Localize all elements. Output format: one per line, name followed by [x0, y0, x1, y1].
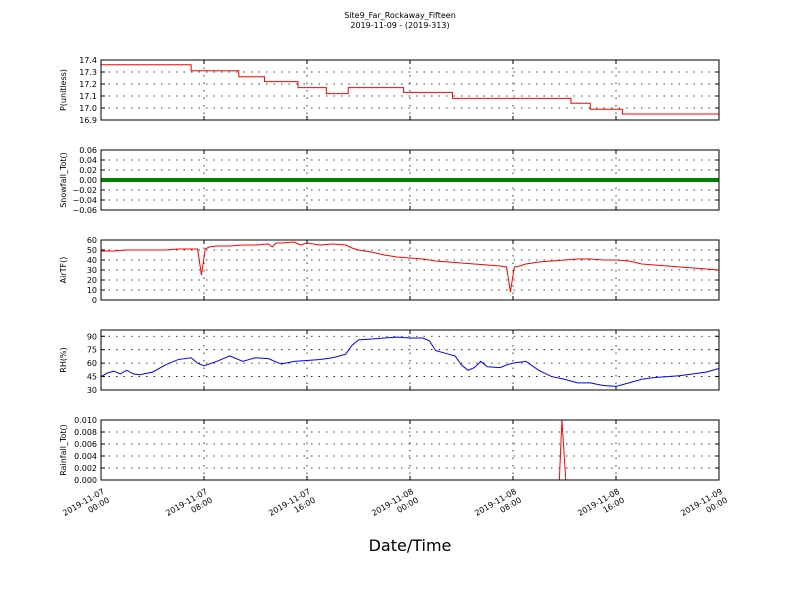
chart-title-line2: 2019-11-09 - (2019-313) — [350, 21, 449, 30]
x-tick-label: 2019-11-0700:00 — [61, 487, 111, 527]
x-axis-label: Date/Time — [369, 536, 452, 555]
x-tick-label: 2019-11-0808:00 — [473, 487, 523, 527]
y-tick-label: 60 — [87, 359, 97, 368]
y-tick-label: 40 — [87, 256, 97, 265]
y-tick-label: 17.0 — [79, 104, 97, 113]
y-tick-label: 0.00 — [79, 176, 97, 185]
y-tick-label: 0.008 — [74, 428, 97, 437]
y-tick-label: 50 — [87, 246, 97, 255]
plot-frame — [100, 59, 720, 121]
x-tick-label: 2019-11-0900:00 — [679, 487, 729, 527]
subplot-2: −0.06−0.04−0.020.000.020.040.06 Snowfall_… — [59, 146, 720, 215]
y-tick-label: −0.04 — [72, 196, 97, 205]
series-line — [100, 336, 720, 387]
y-tick-label: 0.002 — [74, 464, 97, 473]
series-line — [101, 64, 719, 115]
y-tick-label: 0.02 — [79, 166, 97, 175]
y-axis-label: RH(%) — [59, 347, 68, 372]
chart-title-line1: Site9_Far_Rockaway_Fifteen — [344, 11, 456, 20]
y-tick-label: 16.9 — [79, 116, 97, 125]
y-axis-label: AirTF() — [59, 257, 68, 284]
y-tick-label: −0.02 — [72, 186, 97, 195]
y-tick-label: 17.4 — [79, 56, 97, 65]
x-tick-label: 2019-11-0708:00 — [164, 487, 214, 527]
y-tick-label: 17.3 — [79, 68, 97, 77]
y-tick-label: 30 — [87, 266, 97, 275]
y-tick-label: 0.000 — [74, 476, 97, 485]
y-tick-label: 60 — [87, 236, 97, 245]
y-tick-label: 75 — [87, 346, 97, 355]
y-tick-label: 30 — [87, 386, 97, 395]
plot-frame — [100, 329, 720, 391]
x-tick-label-group: 2019-11-0700:00 2019-11-0708:00 2019-11-07… — [61, 487, 729, 527]
y-tick-label: 0.06 — [79, 146, 97, 155]
y-tick-label: 17.1 — [79, 92, 97, 101]
subplot-4: 30 45 60 75 90 RH(%) — [59, 329, 720, 395]
subplot-1: 16.9 17.0 17.1 17.2 17.3 17.4 P(unitless) — [59, 56, 720, 125]
y-tick-label: 0.006 — [74, 440, 97, 449]
y-tick-label: 0.04 — [79, 156, 97, 165]
y-tick-label: 0 — [92, 296, 97, 305]
y-axis-label: P(unitless) — [59, 69, 68, 111]
y-tick-label: 17.2 — [79, 80, 97, 89]
x-tick-label: 2019-11-0716:00 — [267, 487, 317, 527]
y-tick-label: 0.004 — [74, 452, 97, 461]
subplot-5: 0.000 0.002 0.004 0.006 0.008 0.010 Rainfall_T… — [59, 416, 720, 485]
y-tick-label: 10 — [87, 286, 97, 295]
plot-frame — [100, 419, 720, 481]
y-tick-label: 0.010 — [74, 416, 97, 425]
plot-frame — [100, 239, 720, 301]
subplot-group: 16.9 17.0 17.1 17.2 17.3 17.4 P(unitless) −0.06… — [59, 56, 720, 485]
x-tick-label: 2019-11-0816:00 — [576, 487, 626, 527]
y-tick-label: 45 — [87, 373, 97, 382]
y-tick-label: 90 — [87, 332, 97, 341]
y-axis-label: Rainfall_Tot() — [59, 424, 68, 476]
plot-frame — [100, 149, 720, 211]
series-line — [101, 241, 720, 293]
y-axis-label: Snowfall_Tot() — [59, 152, 68, 208]
y-tick-label: 20 — [87, 276, 97, 285]
x-tick-label: 2019-11-0800:00 — [370, 487, 420, 527]
y-tick-label: −0.06 — [72, 206, 97, 215]
